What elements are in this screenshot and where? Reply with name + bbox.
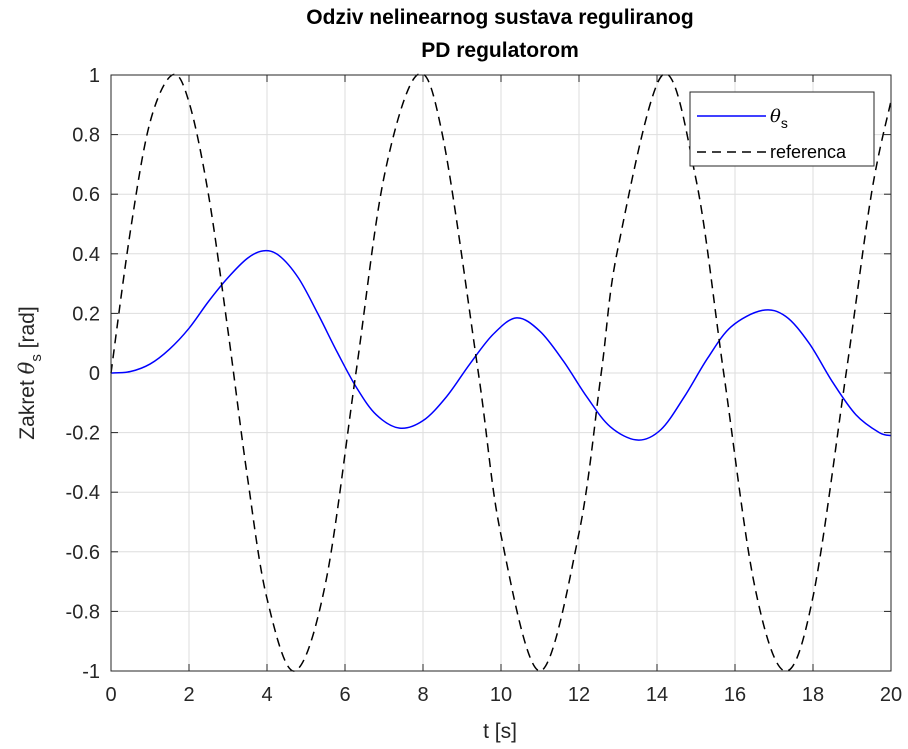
- y-tick-label: -0.8: [66, 601, 100, 623]
- y-tick-label: 1: [89, 65, 100, 87]
- legend-label-theta: θ: [770, 106, 781, 127]
- y-tick-label: 0: [89, 363, 100, 385]
- x-tick-labels: 0 2 4 6 8 10 12 14 16 18 20: [105, 684, 902, 706]
- plot-frame: [110, 74, 892, 672]
- x-tick-label: 16: [724, 684, 746, 706]
- x-tick-label: 12: [568, 684, 590, 706]
- x-tick-label: 10: [490, 684, 512, 706]
- legend-label-theta-s: θs: [770, 106, 788, 131]
- y-axis-label-subscript: s: [28, 354, 45, 362]
- y-tick-label: 0.4: [72, 244, 100, 266]
- x-tick-label: 4: [261, 684, 272, 706]
- chart-title-line-2: PD regulatorom: [421, 39, 579, 62]
- x-tick-label: 14: [646, 684, 668, 706]
- y-axis-label-theta: θ: [15, 361, 39, 374]
- x-tick-label: 18: [802, 684, 824, 706]
- legend-label-referenca: referenca: [770, 142, 847, 162]
- y-axis-label: Zakret θs [rad]: [15, 306, 45, 439]
- y-tick-label: -0.2: [66, 423, 100, 445]
- y-tick-labels: -1 -0.8 -0.6 -0.4 -0.2 0 0.2 0.4 0.6 0.8 1: [66, 65, 100, 683]
- x-tick-label: 20: [880, 684, 902, 706]
- y-tick-label: -0.6: [66, 542, 100, 564]
- y-axis-label-prefix: Zakret: [16, 374, 39, 439]
- x-axis-label: t [s]: [483, 720, 517, 743]
- y-tick-label: 0.8: [72, 125, 100, 147]
- y-tick-label: 0.2: [72, 303, 100, 325]
- series-line-referenca: [110, 72, 892, 672]
- legend-box: [689, 91, 875, 167]
- series-layer: [110, 72, 892, 672]
- legend-label-theta-subscript: s: [781, 115, 788, 131]
- series-line-theta-s: [110, 249, 892, 441]
- x-tick-label: 0: [105, 684, 116, 706]
- y-tick-label: -0.4: [66, 482, 100, 504]
- x-tick-label: 6: [339, 684, 350, 706]
- legend: θs referenca: [689, 91, 875, 167]
- y-axis-label-suffix: [rad]: [16, 306, 39, 354]
- x-tick-label: 8: [417, 684, 428, 706]
- x-tick-label: 2: [183, 684, 194, 706]
- y-tick-label: -1: [82, 661, 100, 683]
- y-tick-label: 0.6: [72, 184, 100, 206]
- chart-title-line-1: Odziv nelinearnog sustava reguliranog: [306, 6, 693, 29]
